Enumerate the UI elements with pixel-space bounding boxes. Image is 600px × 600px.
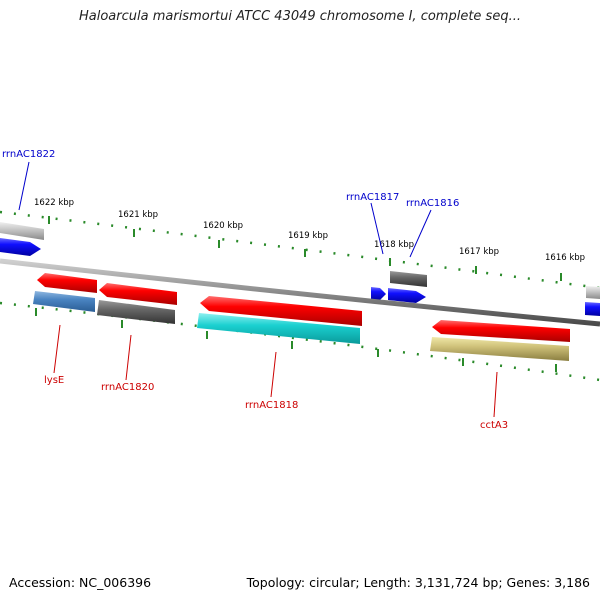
- rrnAC1818-cds-bar[interactable]: [197, 313, 360, 344]
- scale-label-1616: 1616 kbp: [545, 253, 585, 263]
- rrnAC1816-leader: [409, 209, 432, 258]
- edge-cds-bar[interactable]: [586, 286, 600, 299]
- genome-backbone: [0, 258, 600, 327]
- rrnAC1820-cds-bar[interactable]: [97, 300, 175, 324]
- rrnAC1818-leader: [270, 351, 277, 398]
- scale-label-1619: 1619 kbp: [288, 231, 328, 241]
- genome-summary-text: Topology: circular; Length: 3,131,724 bp…: [246, 575, 590, 590]
- accession-text: Accession: NC_006396: [9, 575, 152, 590]
- lysE-cds-bar[interactable]: [33, 291, 95, 312]
- scale-track-outer: [0, 210, 600, 290]
- feature-label-rrnAC1820[interactable]: rrnAC1820: [101, 382, 154, 393]
- rrnAC1817-leader: [370, 202, 384, 255]
- edge-gene-arrow[interactable]: [585, 302, 600, 316]
- cctA3-gene-arrow[interactable]: [432, 320, 570, 342]
- rrnAC1820-leader: [125, 334, 132, 381]
- rrnAC1822-gene-arrow[interactable]: [0, 238, 41, 256]
- cctA3-cds-bar[interactable]: [430, 337, 569, 361]
- feature-label-lysE[interactable]: lysE: [44, 375, 64, 386]
- map-title: Haloarcula marismortui ATCC 43049 chromo…: [79, 9, 521, 24]
- scale-label-1622: 1622 kbp: [34, 198, 74, 208]
- lysE-leader: [53, 324, 61, 374]
- scale-label-1617: 1617 kbp: [459, 247, 499, 257]
- cctA3-leader: [493, 371, 498, 418]
- feature-label-cctA3[interactable]: cctA3: [480, 420, 508, 431]
- rrnAC1822-cds-bar[interactable]: [0, 222, 44, 240]
- scale-label-1620: 1620 kbp: [203, 221, 243, 231]
- lysE-gene-arrow[interactable]: [37, 273, 97, 293]
- scale-track-inner: [0, 301, 600, 382]
- feature-label-rrnAC1822[interactable]: rrnAC1822: [2, 149, 55, 160]
- scale-label-1618: 1618 kbp: [374, 240, 414, 250]
- feature-label-rrnAC1818[interactable]: rrnAC1818: [245, 400, 298, 411]
- feature-label-rrnAC1816[interactable]: rrnAC1816: [406, 198, 459, 209]
- rrnAC1817-gene-arrow[interactable]: [371, 287, 386, 300]
- feature-label-rrnAC1817[interactable]: rrnAC1817: [346, 192, 399, 203]
- rrnAC1816-cds-bar[interactable]: [390, 271, 427, 287]
- major-ticks: [35, 216, 562, 372]
- rrnAC1820-gene-arrow[interactable]: [99, 283, 177, 305]
- rrnAC1816-gene-arrow[interactable]: [388, 288, 426, 303]
- rrnAC1822-leader: [18, 161, 30, 211]
- scale-label-1621: 1621 kbp: [118, 210, 158, 220]
- rrnAC1818-gene-arrow[interactable]: [200, 296, 362, 326]
